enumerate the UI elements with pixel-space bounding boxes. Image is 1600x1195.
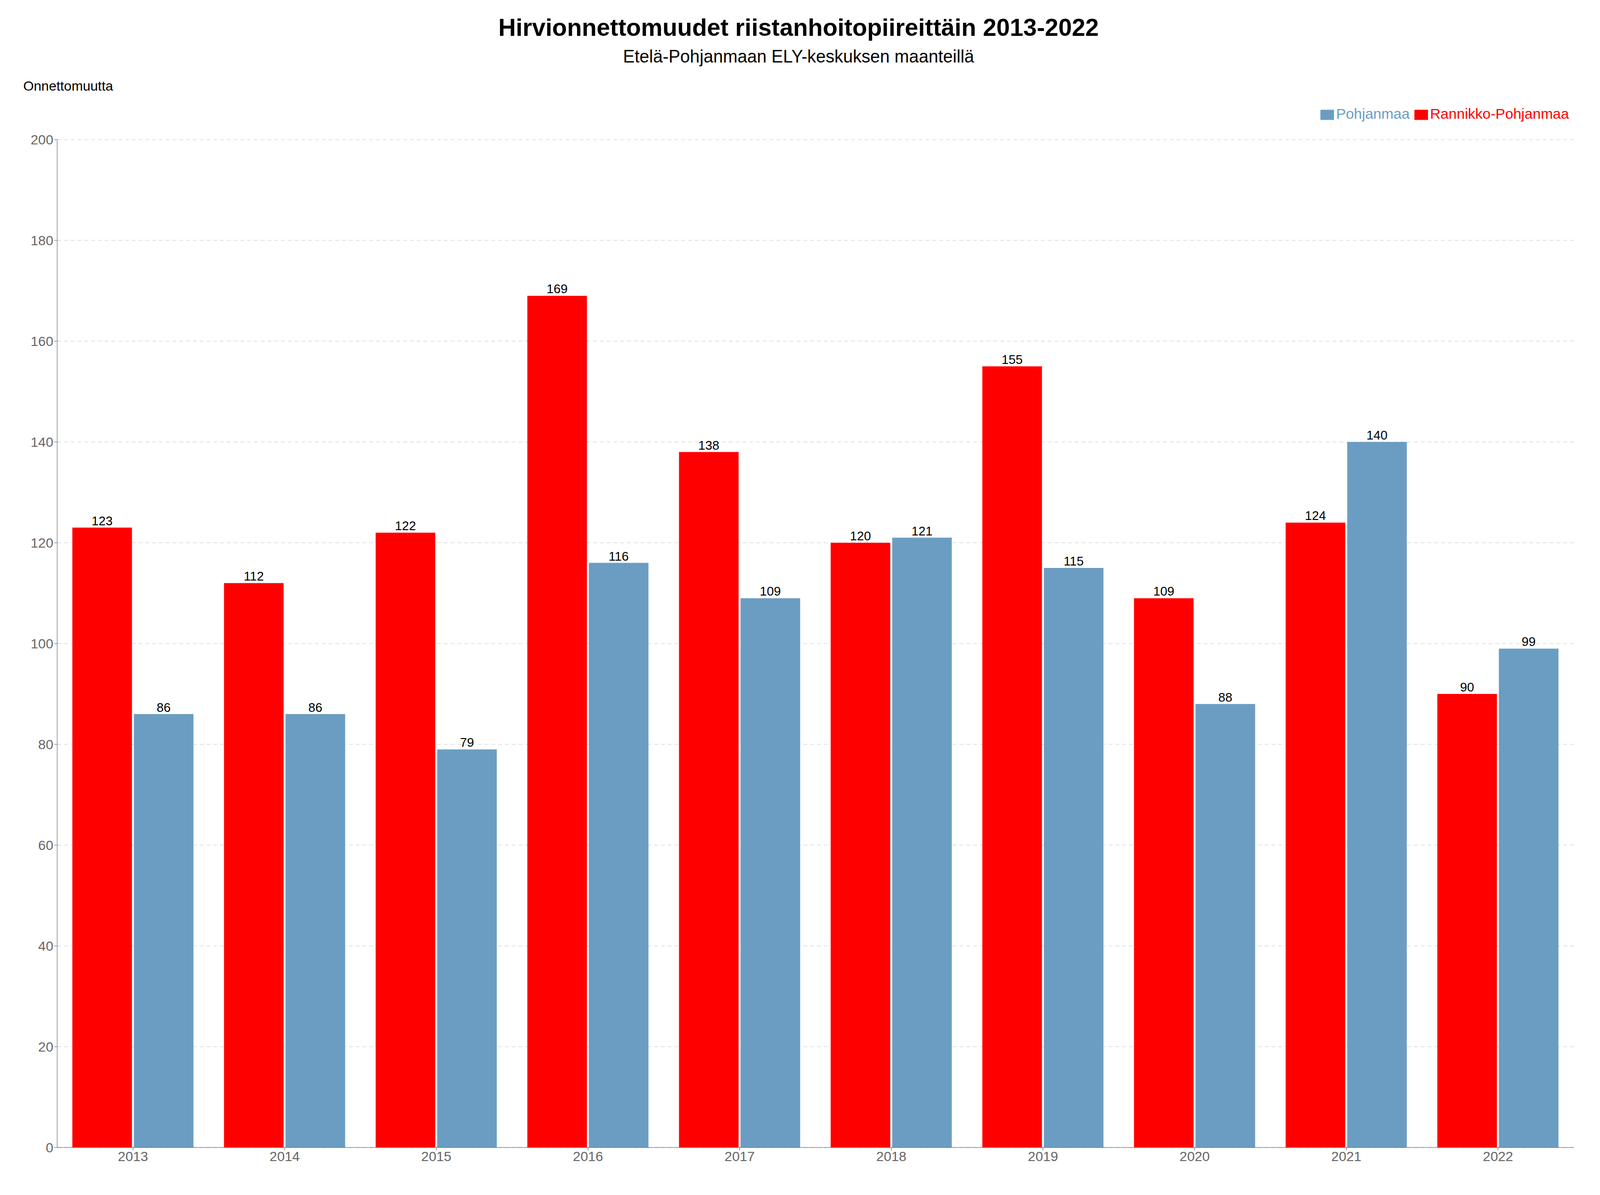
svg-text:60: 60 xyxy=(38,837,54,853)
svg-text:180: 180 xyxy=(30,233,54,249)
svg-text:2017: 2017 xyxy=(724,1148,755,1164)
svg-text:109: 109 xyxy=(759,583,781,599)
svg-text:99: 99 xyxy=(1521,634,1536,649)
svg-text:116: 116 xyxy=(608,549,629,564)
svg-text:115: 115 xyxy=(1063,553,1084,569)
svg-text:86: 86 xyxy=(156,700,171,715)
html-text:Pohjanmaa: Pohjanmaa xyxy=(1336,105,1410,122)
html-text:Rannikko-Pohjanmaa: Rannikko-Pohjanmaa xyxy=(1430,105,1569,122)
svg-text:120: 120 xyxy=(849,528,871,544)
svg-text:124: 124 xyxy=(1304,508,1326,523)
svg-text:200: 200 xyxy=(30,132,54,148)
svg-text:121: 121 xyxy=(911,523,933,539)
svg-text:138: 138 xyxy=(698,438,720,453)
svg-text:2022: 2022 xyxy=(1482,1148,1513,1164)
svg-text:2015: 2015 xyxy=(421,1148,452,1164)
svg-text:40: 40 xyxy=(38,938,54,954)
svg-text:169: 169 xyxy=(546,281,568,297)
svg-text:2019: 2019 xyxy=(1027,1148,1058,1164)
svg-text:2013: 2013 xyxy=(117,1148,148,1164)
svg-text:0: 0 xyxy=(45,1140,54,1156)
svg-text:2018: 2018 xyxy=(876,1148,907,1164)
svg-text:155: 155 xyxy=(1001,352,1023,367)
svg-text:160: 160 xyxy=(30,333,54,349)
svg-text:2020: 2020 xyxy=(1179,1148,1210,1164)
svg-text:79: 79 xyxy=(459,735,474,750)
html-text:Hirvionnettomuudet riistanhoit: Hirvionnettomuudet riistanhoitopiireittä… xyxy=(498,14,1099,42)
svg-text:120: 120 xyxy=(30,535,54,551)
svg-text:2016: 2016 xyxy=(572,1148,603,1164)
svg-text:123: 123 xyxy=(91,513,113,529)
svg-text:140: 140 xyxy=(1366,427,1388,443)
svg-text:88: 88 xyxy=(1218,690,1233,705)
svg-text:2021: 2021 xyxy=(1331,1148,1362,1164)
html-text:Etelä-Pohjanmaan ELY-keskuksen: Etelä-Pohjanmaan ELY-keskuksen maanteill… xyxy=(623,46,975,67)
svg-text:140: 140 xyxy=(30,434,54,450)
svg-text:112: 112 xyxy=(243,568,264,584)
svg-text:90: 90 xyxy=(1459,679,1475,695)
svg-text:2014: 2014 xyxy=(269,1148,300,1164)
svg-text:80: 80 xyxy=(38,737,54,753)
svg-text:100: 100 xyxy=(30,636,54,652)
svg-text:122: 122 xyxy=(394,518,416,534)
svg-text:109: 109 xyxy=(1153,583,1175,599)
html-text:Onnettomuutta: Onnettomuutta xyxy=(23,78,113,94)
svg-text:20: 20 xyxy=(38,1039,54,1055)
svg-text:86: 86 xyxy=(308,700,323,715)
